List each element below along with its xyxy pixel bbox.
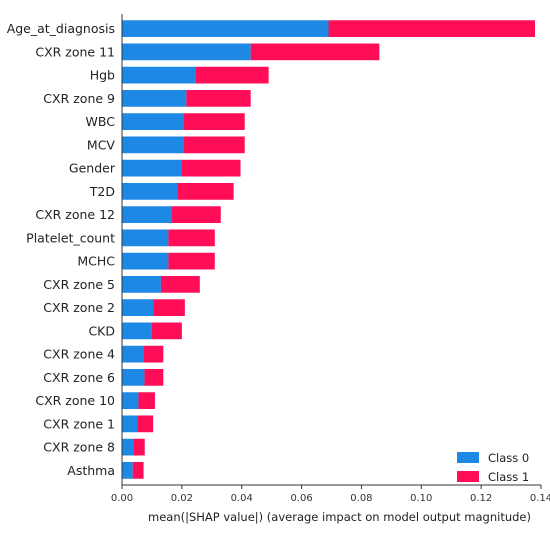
bar-class0 [122, 20, 329, 37]
category-label: Asthma [67, 463, 115, 478]
x-tick-label: 0.14 [530, 493, 550, 504]
bar-class0 [122, 415, 138, 433]
bar-class1 [183, 113, 245, 130]
bar-class1 [195, 66, 269, 84]
x-tick-label: 0.08 [350, 493, 372, 504]
bar-class1 [177, 183, 234, 200]
x-tick-label: 0.10 [410, 493, 432, 504]
bar-class0 [122, 392, 139, 409]
legend: Class 0 Class 1 [457, 451, 529, 484]
category-labels: Age_at_diagnosis CXR zone 11 Hgb CXR zone 9… [7, 21, 116, 478]
bar-class1 [250, 43, 380, 61]
category-label: CXR zone 5 [43, 277, 115, 292]
bar-class0 [122, 299, 154, 316]
bar-class1 [151, 322, 182, 340]
category-label: MCHC [77, 254, 115, 269]
bar-class0 [122, 322, 152, 340]
bar-class1 [183, 136, 245, 154]
bars-group [122, 20, 536, 479]
category-label: CXR zone 12 [35, 207, 115, 222]
bar-class1 [144, 369, 164, 386]
category-label: CXR zone 6 [43, 370, 115, 385]
x-tick-label: 0.06 [290, 493, 312, 504]
bar-class1 [137, 415, 154, 433]
bar-class0 [122, 113, 184, 130]
bar-class0 [122, 136, 184, 154]
category-label: Platelet_count [26, 230, 115, 245]
bar-class0 [122, 462, 133, 479]
bar-class1 [132, 462, 144, 479]
bar-class0 [122, 43, 251, 61]
legend-swatch [457, 452, 479, 463]
bar-class1 [143, 345, 164, 363]
x-tick-label: 0.04 [231, 493, 253, 504]
bar-class0 [122, 438, 134, 456]
bar-class1 [328, 20, 536, 37]
category-label: MCV [87, 137, 116, 152]
bar-class0 [122, 159, 182, 177]
bar-class0 [122, 183, 178, 200]
bar-class1 [186, 90, 251, 107]
bar-class1 [133, 438, 145, 456]
bar-class0 [122, 206, 172, 223]
category-label: WBC [86, 114, 116, 129]
bar-class0 [122, 369, 145, 386]
bar-class0 [122, 66, 196, 84]
category-label: Hgb [90, 68, 115, 83]
category-label: Age_at_diagnosis [7, 21, 115, 36]
category-label: CXR zone 11 [35, 44, 115, 59]
bar-class0 [122, 229, 169, 247]
x-axis: 0.00 0.02 0.04 0.06 0.08 0.10 0.12 0.14 [111, 14, 550, 504]
bar-class1 [181, 159, 241, 177]
legend-label: Class 1 [488, 470, 529, 484]
category-label: CXR zone 10 [35, 393, 115, 408]
bar-class1 [171, 206, 221, 223]
bar-class1 [168, 252, 215, 270]
category-label: CXR zone 4 [43, 347, 115, 362]
category-label: CXR zone 2 [43, 300, 115, 315]
x-tick-label: 0.02 [171, 493, 193, 504]
category-label: CKD [88, 323, 115, 338]
category-label: CXR zone 1 [43, 416, 115, 431]
x-tick-label: 0.00 [111, 493, 133, 504]
category-label: T2D [89, 184, 115, 199]
bar-class1 [138, 392, 155, 409]
bar-class0 [122, 90, 187, 107]
x-tick-label: 0.12 [470, 493, 492, 504]
x-axis-title: mean(|SHAP value|) (average impact on mo… [148, 510, 531, 524]
bar-class1 [168, 229, 215, 247]
legend-swatch [457, 471, 479, 482]
category-label: CXR zone 9 [43, 91, 115, 106]
bar-class1 [153, 299, 185, 316]
bar-class0 [122, 345, 144, 363]
bar-class0 [122, 252, 169, 270]
category-label: Gender [69, 161, 116, 176]
bar-class0 [122, 276, 161, 293]
category-label: CXR zone 8 [43, 440, 115, 455]
bar-class1 [160, 276, 200, 293]
legend-label: Class 0 [488, 451, 529, 465]
